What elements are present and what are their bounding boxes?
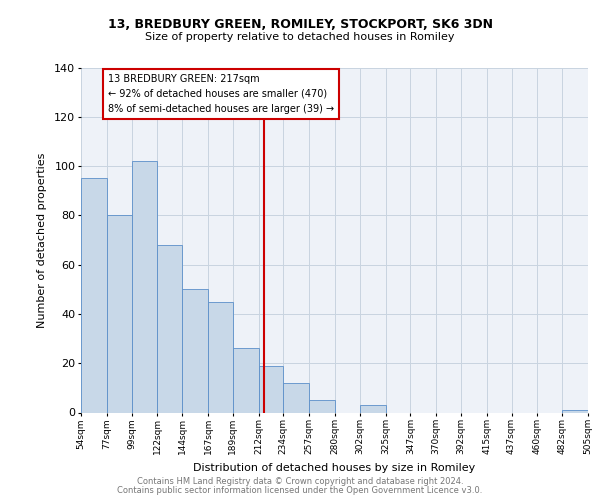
Bar: [81, 178, 107, 412]
Bar: [107, 216, 131, 412]
X-axis label: Distribution of detached houses by size in Romiley: Distribution of detached houses by size …: [193, 463, 476, 473]
Bar: [360, 405, 386, 412]
Bar: [233, 348, 259, 412]
Bar: [562, 410, 588, 412]
Y-axis label: Number of detached properties: Number of detached properties: [37, 152, 47, 328]
Bar: [157, 245, 182, 412]
Bar: [131, 161, 157, 412]
Bar: [208, 302, 233, 412]
Bar: [182, 290, 208, 412]
Bar: [283, 383, 309, 412]
Text: 13 BREDBURY GREEN: 217sqm
← 92% of detached houses are smaller (470)
8% of semi-: 13 BREDBURY GREEN: 217sqm ← 92% of detac…: [108, 74, 334, 114]
Text: Size of property relative to detached houses in Romiley: Size of property relative to detached ho…: [145, 32, 455, 42]
Bar: [259, 366, 283, 412]
Text: Contains public sector information licensed under the Open Government Licence v3: Contains public sector information licen…: [118, 486, 482, 495]
Bar: [309, 400, 335, 412]
Text: 13, BREDBURY GREEN, ROMILEY, STOCKPORT, SK6 3DN: 13, BREDBURY GREEN, ROMILEY, STOCKPORT, …: [107, 18, 493, 30]
Text: Contains HM Land Registry data © Crown copyright and database right 2024.: Contains HM Land Registry data © Crown c…: [137, 477, 463, 486]
